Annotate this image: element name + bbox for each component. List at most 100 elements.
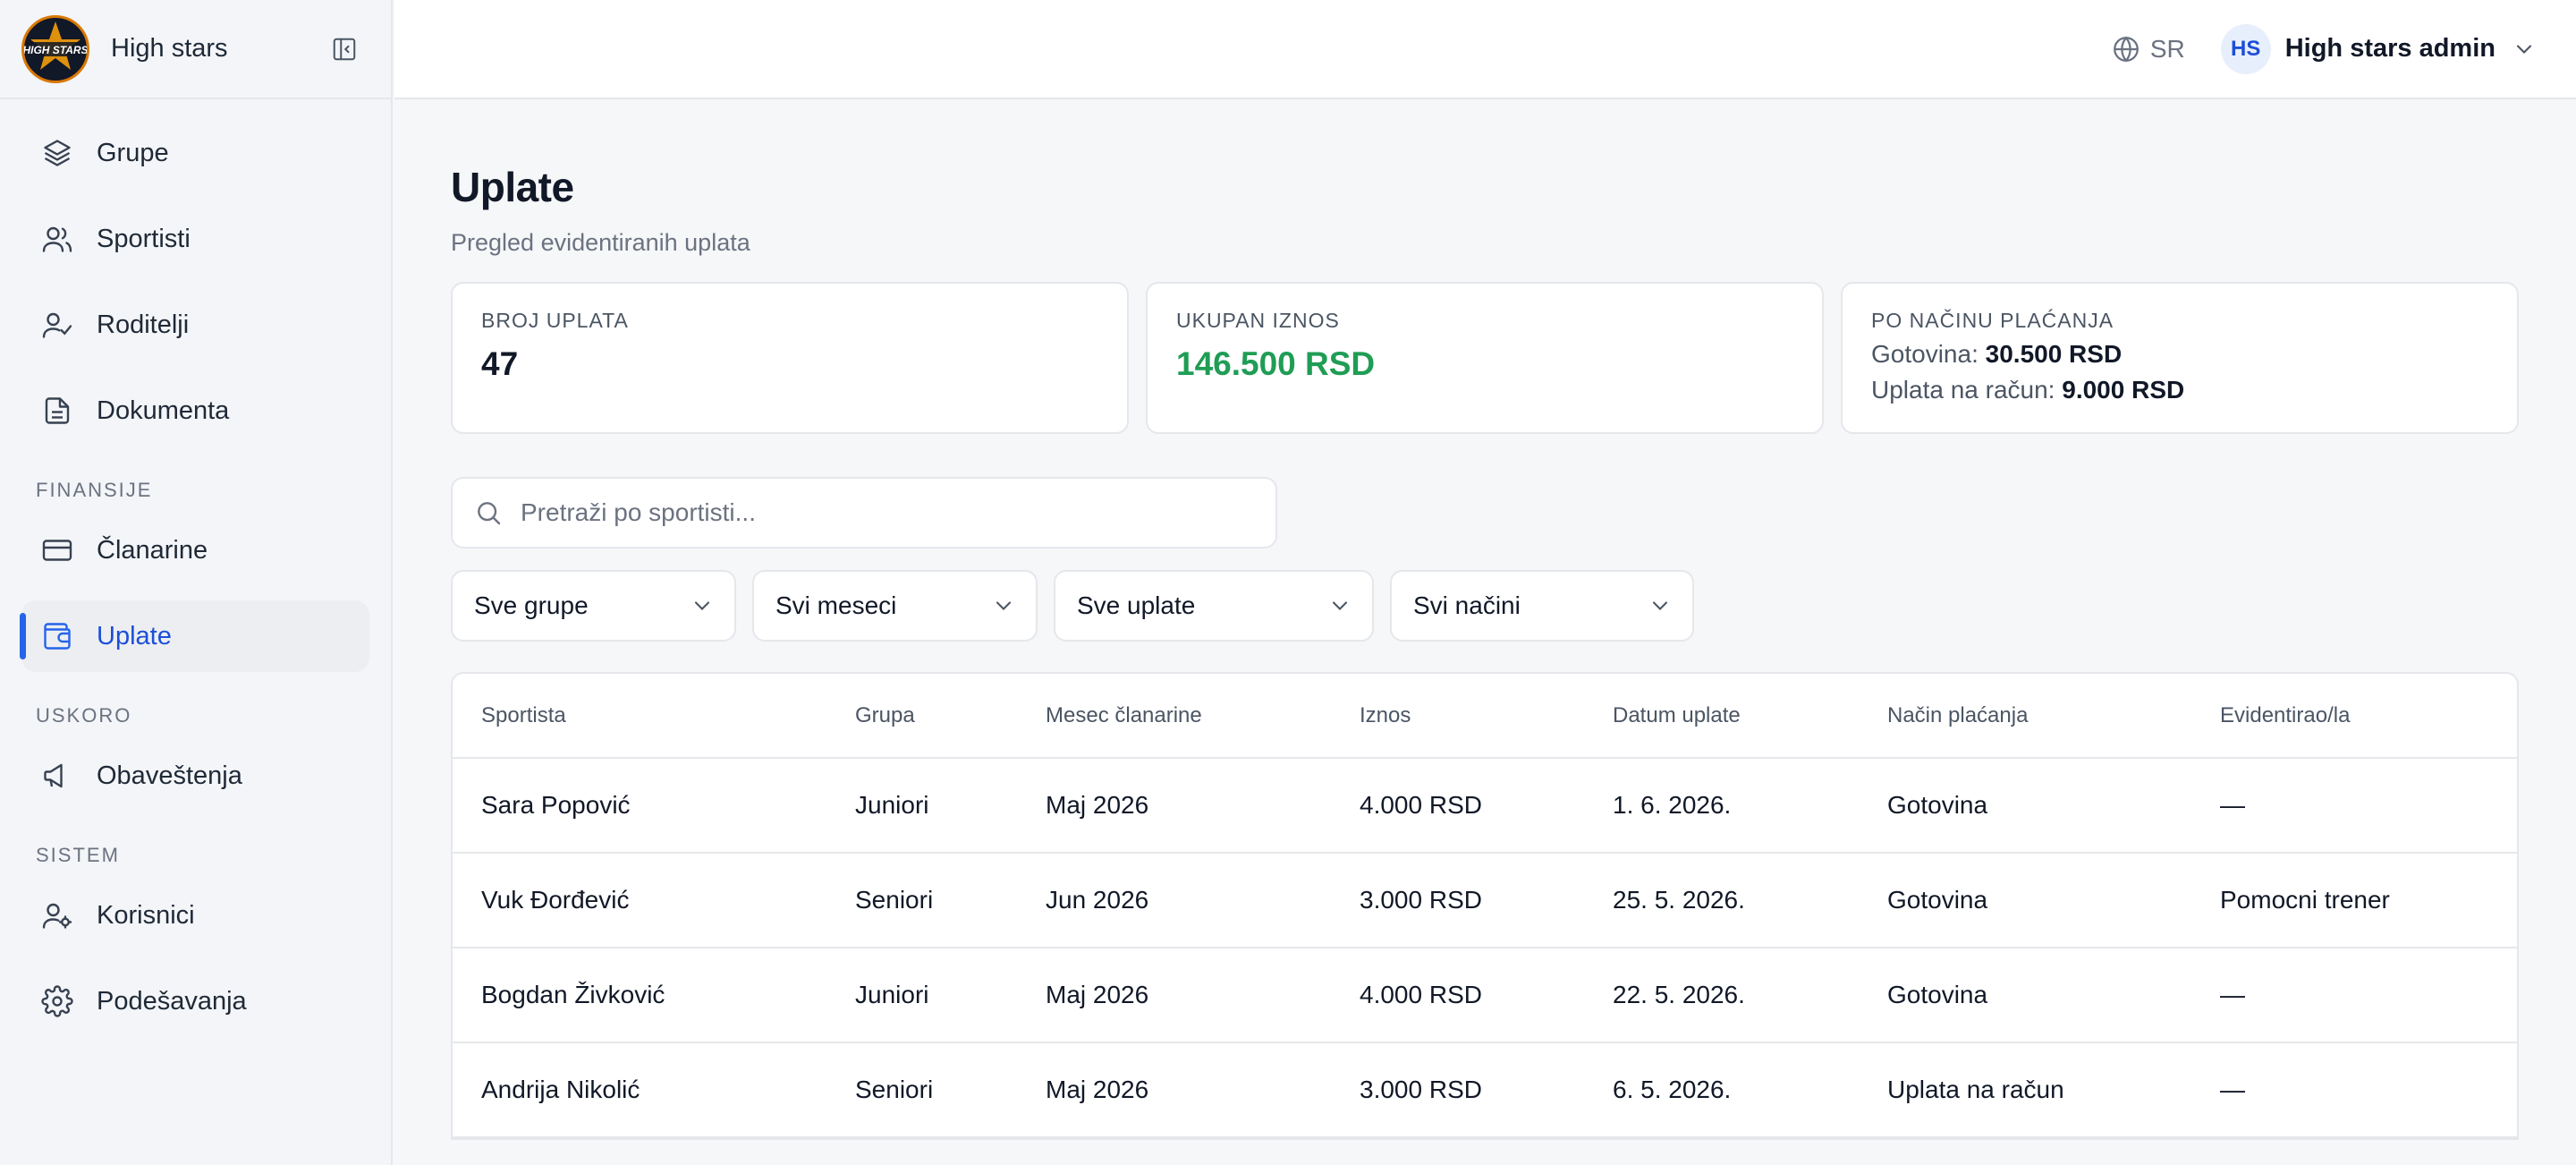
- chevron-down-icon: [694, 601, 710, 610]
- wallet-icon: [44, 623, 71, 650]
- sidebar-item-label: Roditelji: [97, 310, 190, 339]
- cell-month: Jun 2026: [1017, 853, 1331, 948]
- sidebar-item-grupe[interactable]: Grupe: [21, 117, 369, 189]
- sidebar-item-sportisti[interactable]: Sportisti: [21, 203, 369, 275]
- language-switcher[interactable]: SR: [2111, 34, 2185, 64]
- select-value: Svi meseci: [775, 591, 897, 619]
- method-filter-select[interactable]: Svi načini: [1390, 570, 1694, 642]
- table-row[interactable]: Bogdan Živković Juniori Maj 2026 4.000 R…: [453, 948, 2517, 1043]
- column-header[interactable]: Grupa: [826, 674, 1017, 759]
- sidebar-nav: Grupe Sportisti Roditelji: [0, 99, 391, 1037]
- cell-amount: 4.000 RSD: [1331, 758, 1584, 854]
- cell-recorded-by: Pomocni trener: [2191, 853, 2517, 948]
- cell-date: 1. 6. 2026.: [1584, 758, 1859, 854]
- chevron-down-icon: [1332, 601, 1348, 610]
- cash-label: Gotovina:: [1871, 340, 1979, 368]
- column-header[interactable]: Iznos: [1331, 674, 1584, 759]
- cell-group: Juniori: [826, 758, 1017, 854]
- cell-amount: 4.000 RSD: [1331, 948, 1584, 1043]
- language-label: SR: [2149, 34, 2185, 63]
- sidebar-item-roditelji[interactable]: Roditelji: [21, 289, 369, 361]
- cash-value: 30.500 RSD: [1985, 340, 2123, 368]
- column-header[interactable]: Datum uplate: [1584, 674, 1859, 759]
- stat-card-count: BROJ UPLATA 47: [451, 282, 1129, 434]
- sidebar-item-uplate[interactable]: Uplate: [20, 600, 369, 672]
- stat-line-transfer: Uplata na račun: 9.000 RSD: [1871, 376, 2488, 404]
- brand-header: HIGH STARS High stars: [0, 0, 391, 99]
- stat-line-cash: Gotovina: 30.500 RSD: [1871, 340, 2488, 369]
- sidebar-item-korisnici[interactable]: Korisnici: [21, 880, 369, 951]
- filters-row: Sve grupe Svi meseci Sve uplate Svi nači…: [451, 570, 2519, 642]
- stat-value: 146.500 RSD: [1176, 345, 1376, 382]
- sidebar-item-label: Dokumenta: [97, 395, 230, 425]
- chevron-down-icon: [2516, 44, 2532, 54]
- sidebar-item-dokumenta[interactable]: Dokumenta: [21, 375, 369, 446]
- select-value: Svi načini: [1413, 591, 1521, 619]
- cell-recorded-by: —: [2191, 1042, 2517, 1138]
- table-row[interactable]: Andrija Nikolić Seniori Maj 2026 3.000 R…: [453, 1042, 2517, 1138]
- users-icon: [42, 226, 72, 252]
- select-value: Sve grupe: [474, 591, 589, 619]
- column-header[interactable]: Način plaćanja: [1859, 674, 2191, 759]
- card-icon: [42, 540, 72, 561]
- main-content: Uplate Pregled evidentiranih uplata BROJ…: [394, 99, 2576, 1165]
- cell-recorded-by: —: [2191, 948, 2517, 1043]
- section-label-finansije: FINANSIJE: [36, 479, 153, 501]
- globe-icon: [2113, 35, 2139, 63]
- document-icon: [45, 397, 70, 424]
- section-label-uskoro: USKORO: [36, 704, 132, 727]
- brand-name: High stars: [111, 34, 228, 63]
- collapse-sidebar-button[interactable]: [326, 31, 362, 67]
- table-row[interactable]: Vuk Đorđević Seniori Jun 2026 3.000 RSD …: [453, 853, 2517, 948]
- payment-filter-select[interactable]: Sve uplate: [1054, 570, 1374, 642]
- search-input[interactable]: [521, 498, 1275, 527]
- sidebar-item-podesavanja[interactable]: Podešavanja: [21, 965, 369, 1037]
- stat-value: 47: [481, 345, 519, 382]
- avatar: HS: [2220, 23, 2271, 74]
- svg-text:HIGH STARS: HIGH STARS: [24, 44, 87, 56]
- stat-label: PO NAČINU PLAĆANJA: [1871, 309, 2114, 332]
- cell-amount: 3.000 RSD: [1331, 853, 1584, 948]
- sidebar-item-label: Sportisti: [97, 224, 191, 253]
- cell-recorded-by: —: [2191, 758, 2517, 854]
- sidebar-item-clanarine[interactable]: Članarine: [21, 514, 369, 586]
- stat-label: UKUPAN IZNOS: [1176, 309, 1340, 332]
- transfer-value: 9.000 RSD: [2062, 376, 2185, 404]
- month-filter-select[interactable]: Svi meseci: [752, 570, 1038, 642]
- sidebar: HIGH STARS High stars Grupe: [0, 0, 393, 1165]
- cell-method: Gotovina: [1859, 853, 2191, 948]
- cell-athlete: Andrija Nikolić: [453, 1042, 826, 1138]
- page-subtitle: Pregled evidentiranih uplata: [451, 229, 750, 256]
- user-name: High stars admin: [2284, 34, 2496, 63]
- star-icon: HIGH STARS: [24, 21, 87, 70]
- cell-method: Gotovina: [1859, 948, 2191, 1043]
- cell-athlete: Vuk Đorđević: [453, 853, 826, 948]
- column-header[interactable]: Mesec članarine: [1017, 674, 1331, 759]
- transfer-label: Uplata na račun:: [1871, 376, 2055, 404]
- column-header[interactable]: Sportista: [453, 674, 826, 759]
- sidebar-item-label: Grupe: [97, 138, 169, 167]
- layers-icon: [44, 140, 71, 166]
- top-bar: SR HS High stars admin: [394, 0, 2576, 99]
- user-cog-icon: [42, 903, 72, 929]
- sidebar-item-label: Korisnici: [97, 900, 195, 930]
- user-menu[interactable]: HS High stars admin: [2220, 23, 2537, 74]
- column-header[interactable]: Evidentirao/la: [2191, 674, 2517, 759]
- brand-logo[interactable]: HIGH STARS: [21, 14, 89, 83]
- stat-card-method: PO NAČINU PLAĆANJA Gotovina: 30.500 RSD …: [1841, 282, 2519, 434]
- gear-icon: [41, 985, 73, 1017]
- group-filter-select[interactable]: Sve grupe: [451, 570, 736, 642]
- cell-method: Gotovina: [1859, 758, 2191, 854]
- sidebar-item-label: Podešavanja: [97, 986, 247, 1016]
- cell-athlete: Bogdan Živković: [453, 948, 826, 1043]
- table-row[interactable]: Sara Popović Juniori Maj 2026 4.000 RSD …: [453, 758, 2517, 854]
- table-header-row: Sportista Grupa Mesec članarine Iznos Da…: [453, 674, 2517, 759]
- megaphone-icon: [44, 763, 63, 788]
- section-label-sistem: SISTEM: [36, 844, 120, 866]
- payments-table: Sportista Grupa Mesec članarine Iznos Da…: [453, 674, 2517, 1138]
- stat-card-total: UKUPAN IZNOS 146.500 RSD: [1146, 282, 1824, 434]
- sidebar-item-obavestenja[interactable]: Obaveštenja: [21, 740, 369, 812]
- cell-date: 25. 5. 2026.: [1584, 853, 1859, 948]
- cell-date: 6. 5. 2026.: [1584, 1042, 1859, 1138]
- select-value: Sve uplate: [1077, 591, 1196, 619]
